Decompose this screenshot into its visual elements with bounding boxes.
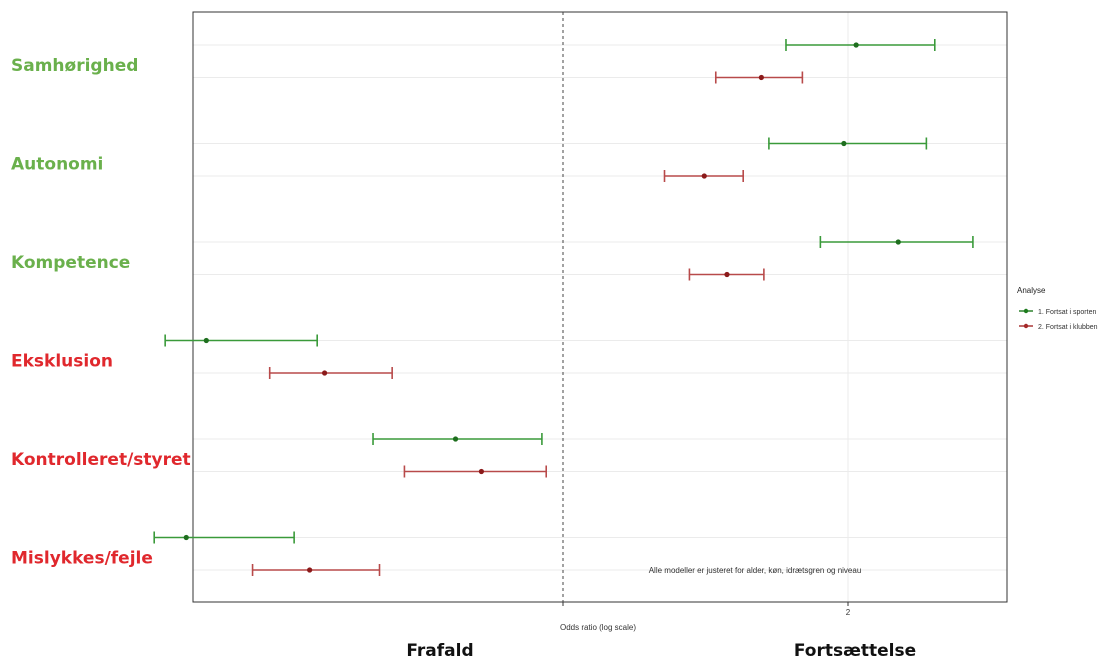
- point-estimate: [701, 173, 707, 179]
- point-estimate: [724, 271, 730, 278]
- error-bar: [768, 137, 928, 150]
- point-estimate: [307, 567, 313, 573]
- error-bar: [403, 465, 548, 478]
- error-bar: [688, 268, 765, 281]
- grid-lines: [193, 12, 1007, 602]
- point-estimate: [841, 140, 847, 147]
- point-estimate: [895, 239, 901, 245]
- error-bar: [164, 334, 318, 347]
- left-side-label: Frafald: [406, 641, 473, 661]
- error-bar: [785, 39, 936, 51]
- legend-key-dot: [1023, 308, 1029, 314]
- point-estimate: [183, 534, 189, 541]
- point-estimate: [203, 337, 209, 344]
- error-bar: [663, 170, 744, 182]
- error-bar: [268, 367, 393, 379]
- point-estimate: [853, 42, 859, 48]
- right-side-label: Fortsættelse: [794, 641, 916, 661]
- chart-marks: [153, 39, 974, 576]
- point-estimate: [321, 370, 328, 376]
- category-labels: Samhørighed Autonomi Kompetence Eksklusion K…: [11, 56, 191, 569]
- legend-title: Analyse: [1017, 286, 1046, 295]
- legend: Analyse 1. Fortsat i sporten 2. Fortsat i…: [1017, 286, 1098, 331]
- legend-entry-label: 2. Fortsat i klubben: [1038, 324, 1098, 331]
- x-axis-label: Odds ratio (log scale): [560, 623, 636, 632]
- annotation-note: Alle modeller er justeret for alder, køn…: [649, 566, 862, 575]
- plot-panel-border: [192, 11, 1008, 603]
- error-bar: [714, 71, 804, 84]
- error-bar: [372, 433, 543, 445]
- category-label: Samhørighed: [11, 56, 138, 76]
- legend-entry-label: 1. Fortsat i sporten: [1038, 309, 1096, 316]
- category-label: Eksklusion: [11, 352, 113, 372]
- point-estimate: [758, 74, 764, 81]
- error-bar: [819, 236, 974, 248]
- category-label: Autonomi: [11, 155, 103, 175]
- point-estimate: [478, 468, 485, 475]
- category-label: Kontrolleret/styret: [11, 450, 191, 470]
- x-axis-ticks: 2: [562, 602, 851, 617]
- x-tick-label: 2: [846, 608, 851, 617]
- legend-key-dot: [1023, 323, 1029, 329]
- error-bar: [251, 564, 381, 576]
- category-label: Mislykkes/fejle: [11, 549, 153, 569]
- point-estimate: [452, 436, 459, 442]
- error-bar: [153, 531, 295, 544]
- category-label: Kompetence: [11, 253, 130, 273]
